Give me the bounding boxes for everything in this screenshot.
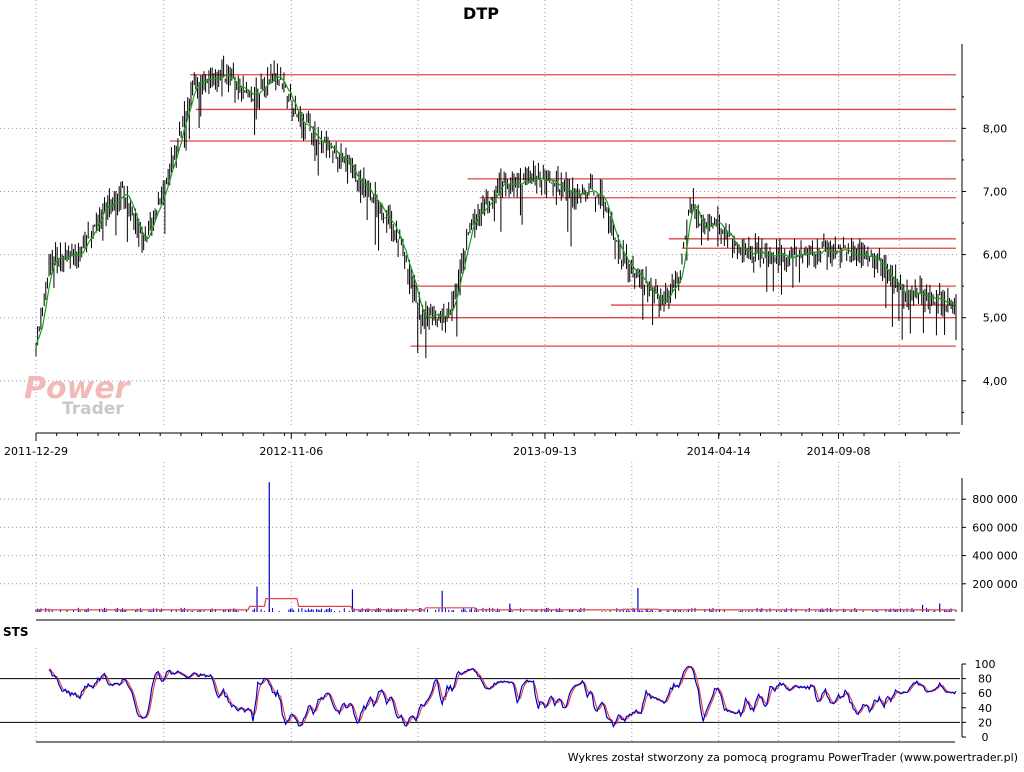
sts-axis-label: 80 (978, 673, 992, 686)
powertrader-watermark: Power Trader (24, 371, 132, 419)
footer-credit: Wykres został stworzony za pomocą progra… (568, 751, 1018, 764)
sts-axis-label: 40 (978, 702, 992, 715)
sts-panel (0, 665, 960, 729)
chart-title: DTP (463, 4, 499, 23)
price-axis-label: 8,00 (983, 122, 1008, 135)
watermark-power: Power (24, 371, 132, 406)
volume-axis-label: 800 000 (972, 493, 1018, 506)
sts-axis-label: 0 (982, 731, 989, 744)
date-axis-label: 2011-12-29 (4, 445, 68, 458)
date-axis-label: 2014-09-08 (807, 445, 871, 458)
price-bars (35, 55, 957, 359)
volume-axis-label: 600 000 (972, 521, 1018, 534)
support-resistance-lines (169, 74, 956, 347)
price-axis-label: 7,00 (983, 185, 1008, 198)
price-axis-label: 5,00 (983, 312, 1008, 325)
sts-axis-label: 100 (975, 658, 996, 671)
sts-axis-label: 20 (978, 716, 992, 729)
volume-axis-label: 400 000 (972, 550, 1018, 563)
sts-axis-label: 60 (978, 687, 992, 700)
price-axis-label: 6,00 (983, 249, 1008, 262)
volume-axis-label: 200 000 (972, 578, 1018, 591)
date-axis-label: 2012-11-06 (259, 445, 323, 458)
axes: 4,00 5,00 6,00 7,00 8,00 2011-12-29 2012-11-06… (4, 44, 1018, 744)
volume-average-line (36, 598, 956, 611)
price-axis-label: 4,00 (983, 375, 1008, 388)
moving-average-line (35, 73, 957, 349)
date-axis-label: 2013-09-13 (513, 445, 577, 458)
date-axis-label: 2014-04-14 (687, 445, 751, 458)
grid-layer (0, 0, 960, 742)
watermark-trader: Trader (62, 399, 124, 419)
volume-panel (35, 482, 957, 612)
moving-average (35, 73, 957, 349)
sts-fast-line (48, 665, 957, 729)
sts-panel-label: STS (3, 625, 28, 639)
